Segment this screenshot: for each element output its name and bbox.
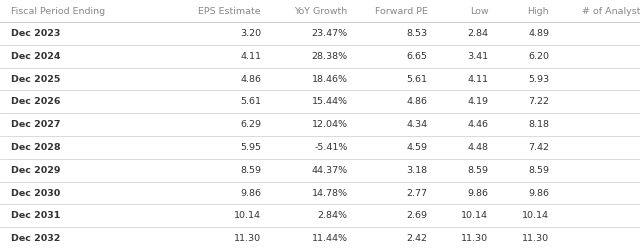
Text: 4.46: 4.46 — [467, 120, 488, 129]
Text: Dec 2027: Dec 2027 — [11, 120, 60, 129]
Text: 9.86: 9.86 — [240, 188, 261, 198]
Text: 12.04%: 12.04% — [312, 120, 348, 129]
Text: 11.30: 11.30 — [461, 234, 488, 243]
Text: 1: 1 — [639, 211, 640, 220]
Text: # of Analysts: # of Analysts — [582, 6, 640, 16]
Text: Dec 2032: Dec 2032 — [11, 234, 60, 243]
Bar — [0, 90, 640, 113]
Text: YoY Growth: YoY Growth — [294, 6, 348, 16]
Text: 2.69: 2.69 — [406, 211, 428, 220]
Text: 9.86: 9.86 — [467, 188, 488, 198]
Text: Fiscal Period Ending: Fiscal Period Ending — [11, 6, 105, 16]
Text: 8.53: 8.53 — [406, 29, 428, 38]
Text: 4.11: 4.11 — [240, 52, 261, 61]
Text: 8.18: 8.18 — [528, 120, 549, 129]
Text: 4.48: 4.48 — [467, 143, 488, 152]
Text: Dec 2029: Dec 2029 — [11, 166, 60, 175]
Text: 5.95: 5.95 — [240, 143, 261, 152]
Text: Dec 2026: Dec 2026 — [11, 97, 60, 106]
Text: 28.38%: 28.38% — [312, 52, 348, 61]
Text: 11.30: 11.30 — [522, 234, 549, 243]
Text: 5.61: 5.61 — [406, 74, 428, 84]
Text: 2.84: 2.84 — [467, 29, 488, 38]
Text: 4.59: 4.59 — [406, 143, 428, 152]
Text: 15.44%: 15.44% — [312, 97, 348, 106]
Text: 7.22: 7.22 — [528, 97, 549, 106]
Text: 23.47%: 23.47% — [312, 29, 348, 38]
Text: 4.89: 4.89 — [528, 29, 549, 38]
Text: 2.77: 2.77 — [406, 188, 428, 198]
Bar — [0, 113, 640, 136]
Text: 2.84%: 2.84% — [317, 211, 348, 220]
Text: 3.41: 3.41 — [467, 52, 488, 61]
Bar — [0, 68, 640, 90]
Text: 44.37%: 44.37% — [312, 166, 348, 175]
Text: 4.86: 4.86 — [406, 97, 428, 106]
Text: 14.78%: 14.78% — [312, 188, 348, 198]
Bar — [0, 45, 640, 68]
Text: Dec 2024: Dec 2024 — [11, 52, 60, 61]
Text: 8.59: 8.59 — [240, 166, 261, 175]
Text: 6.20: 6.20 — [528, 52, 549, 61]
Text: 6.29: 6.29 — [240, 120, 261, 129]
Text: High: High — [527, 6, 549, 16]
Text: Forward PE: Forward PE — [374, 6, 428, 16]
Text: 1: 1 — [639, 188, 640, 198]
Bar — [0, 136, 640, 159]
Text: 10.14: 10.14 — [461, 211, 488, 220]
Text: 2.42: 2.42 — [406, 234, 428, 243]
Text: 6.65: 6.65 — [406, 52, 428, 61]
Text: 3.20: 3.20 — [240, 29, 261, 38]
Text: 2: 2 — [639, 143, 640, 152]
Text: Dec 2025: Dec 2025 — [11, 74, 60, 84]
Text: 5.61: 5.61 — [240, 97, 261, 106]
Text: 5: 5 — [639, 97, 640, 106]
Text: Dec 2030: Dec 2030 — [11, 188, 60, 198]
Text: 4.11: 4.11 — [467, 74, 488, 84]
Text: 4.34: 4.34 — [406, 120, 428, 129]
Bar — [0, 227, 640, 250]
Text: 8.59: 8.59 — [467, 166, 488, 175]
Text: 8.59: 8.59 — [528, 166, 549, 175]
Text: Low: Low — [470, 6, 488, 16]
Text: 10.14: 10.14 — [522, 211, 549, 220]
Text: EPS Estimate: EPS Estimate — [198, 6, 261, 16]
Text: 11.30: 11.30 — [234, 234, 261, 243]
Text: 9.86: 9.86 — [528, 188, 549, 198]
Text: 10.14: 10.14 — [234, 211, 261, 220]
Text: 18.46%: 18.46% — [312, 74, 348, 84]
Text: -5.41%: -5.41% — [314, 143, 348, 152]
Text: 4.19: 4.19 — [467, 97, 488, 106]
Text: Dec 2028: Dec 2028 — [11, 143, 61, 152]
Text: Dec 2023: Dec 2023 — [11, 29, 60, 38]
Text: 6: 6 — [639, 74, 640, 84]
Text: 9: 9 — [639, 29, 640, 38]
Text: 1: 1 — [639, 166, 640, 175]
Text: 5.93: 5.93 — [528, 74, 549, 84]
Bar — [0, 204, 640, 227]
Text: 11.44%: 11.44% — [312, 234, 348, 243]
Bar — [0, 0, 640, 22]
Bar — [0, 182, 640, 204]
Text: Dec 2031: Dec 2031 — [11, 211, 60, 220]
Text: 3: 3 — [639, 120, 640, 129]
Bar — [0, 159, 640, 182]
Bar — [0, 22, 640, 45]
Text: 4.86: 4.86 — [240, 74, 261, 84]
Text: 9: 9 — [639, 52, 640, 61]
Text: 7.42: 7.42 — [528, 143, 549, 152]
Text: 1: 1 — [639, 234, 640, 243]
Text: 3.18: 3.18 — [406, 166, 428, 175]
